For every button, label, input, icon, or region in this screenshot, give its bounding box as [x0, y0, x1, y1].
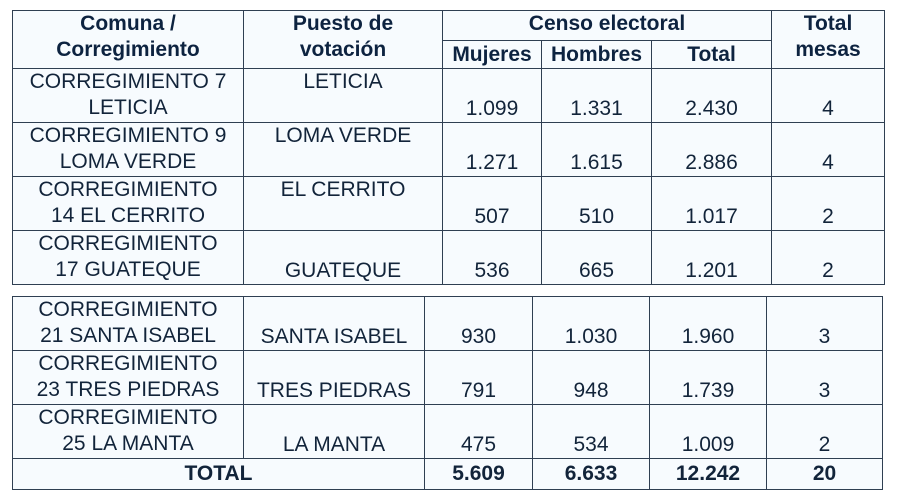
row-name: CORREGIMIENTO 7 LETICIA [12, 68, 244, 123]
row-mujeres: 930 [424, 296, 533, 351]
header-total: Total [650, 40, 773, 69]
header-puesto: Puesto de votación [243, 10, 443, 69]
row-hombres: 1.615 [541, 122, 652, 177]
row-name: CORREGIMIENTO 14 EL CERRITO [12, 176, 244, 231]
census-table-top: Comuna / Corregimiento Puesto de votació… [12, 10, 886, 285]
header-row-2: Mujeres Hombres Total [13, 40, 885, 69]
row-hombres: 1.030 [532, 296, 650, 351]
row-puesto: EL CERRITO [243, 176, 443, 231]
row-mesas: 4 [771, 122, 886, 177]
row-puesto: SANTA ISABEL [243, 296, 425, 351]
row-puesto: GUATEQUE [243, 230, 443, 285]
row-puesto: LA MANTA [243, 404, 425, 459]
row-puesto: TRES PIEDRAS [243, 350, 425, 405]
row-mujeres: 475 [424, 404, 533, 459]
row-mesas: 2 [771, 230, 886, 285]
header-hombres: Hombres [541, 40, 652, 69]
row-mujeres: 791 [424, 350, 533, 405]
row-puesto: LETICIA [243, 68, 443, 123]
header-censo: Censo electoral [441, 10, 773, 41]
header-row-1: Comuna / Corregimiento Puesto de votació… [12, 10, 886, 69]
row-mujeres: 1.271 [442, 122, 542, 177]
row-total: 1.017 [650, 176, 773, 231]
row-mesas: 2 [771, 176, 886, 231]
totals-mujeres: 5.609 [424, 458, 533, 490]
row-mesas: 3 [766, 350, 883, 405]
row-total: 1.960 [649, 296, 767, 351]
row-total: 1.009 [649, 404, 767, 459]
totals-total: 12.242 [649, 458, 767, 490]
table-row: CORREGIMIENTO 17 GUATEQUE GUATEQUE 536 66… [12, 230, 886, 285]
row-hombres: 948 [532, 350, 650, 405]
table-row: CORREGIMIENTO 23 TRES PIEDRAS TRES PIEDRA… [12, 350, 883, 405]
row-name: CORREGIMIENTO 21 SANTA ISABEL [12, 296, 244, 351]
table-row: CORREGIMIENTO 9 LOMA VERDE LOMA VERDE 1.2… [12, 122, 886, 177]
row-total: 1.739 [649, 350, 767, 405]
totals-hombres: 6.633 [532, 458, 650, 490]
row-mesas: 4 [771, 68, 886, 123]
row-mesas: 2 [766, 404, 883, 459]
row-hombres: 665 [541, 230, 652, 285]
totals-label: TOTAL [12, 458, 425, 490]
header-comuna: Comuna / Corregimiento [12, 10, 244, 69]
table-row: CORREGIMIENTO 7 LETICIA LETICIA 1.099 1.3… [12, 68, 886, 123]
table-row: CORREGIMIENTO 21 SANTA ISABEL SANTA ISABE… [12, 296, 883, 351]
row-puesto: LOMA VERDE [243, 122, 443, 177]
row-hombres: 534 [532, 404, 650, 459]
row-total: 2.886 [650, 122, 773, 177]
totals-mesas: 20 [766, 458, 883, 490]
table-row: CORREGIMIENTO 14 EL CERRITO EL CERRITO 50… [12, 176, 886, 231]
row-total: 2.430 [650, 68, 773, 123]
census-table-bottom: CORREGIMIENTO 21 SANTA ISABEL SANTA ISABE… [12, 296, 883, 490]
row-hombres: 1.331 [541, 68, 652, 123]
header-mesas: Total mesas [771, 10, 886, 69]
row-mujeres: 536 [442, 230, 542, 285]
totals-row: TOTAL 5.609 6.633 12.242 20 [12, 458, 883, 490]
row-name: CORREGIMIENTO 25 LA MANTA [12, 404, 244, 459]
row-hombres: 510 [541, 176, 652, 231]
row-mujeres: 1.099 [442, 68, 542, 123]
row-mujeres: 507 [442, 176, 542, 231]
row-total: 1.201 [650, 230, 773, 285]
row-name: CORREGIMIENTO 9 LOMA VERDE [12, 122, 244, 177]
row-name: CORREGIMIENTO 23 TRES PIEDRAS [12, 350, 244, 405]
table-row: CORREGIMIENTO 25 LA MANTA LA MANTA 475 53… [12, 404, 883, 459]
row-mesas: 3 [766, 296, 883, 351]
header-mujeres: Mujeres [442, 40, 542, 69]
row-name: CORREGIMIENTO 17 GUATEQUE [12, 230, 244, 285]
